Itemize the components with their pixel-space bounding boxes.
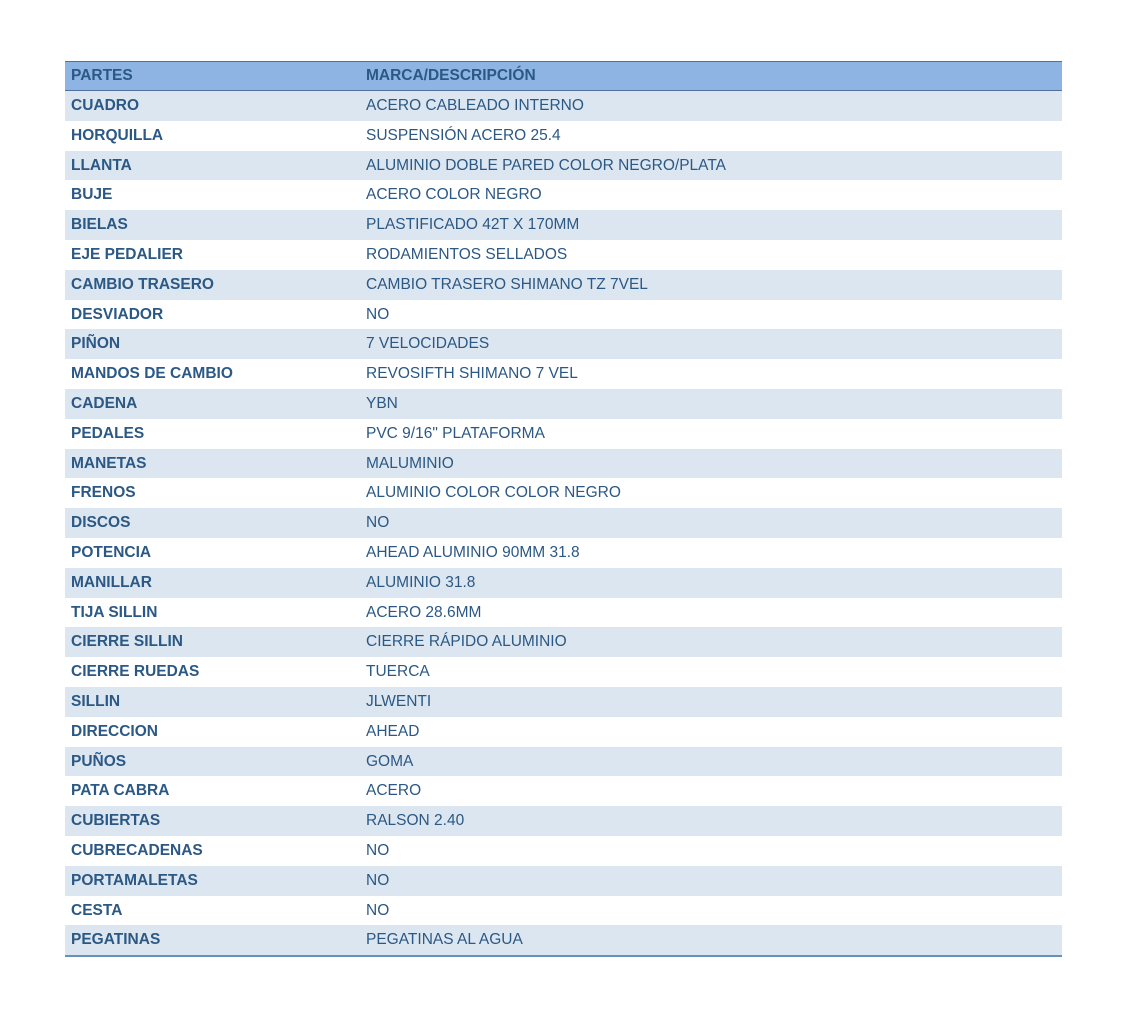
part-description-cell: ACERO (366, 782, 422, 800)
part-name-cell: SILLIN (71, 692, 121, 710)
table-row: BUJE ACERO COLOR NEGRO (65, 180, 1062, 211)
part-name-cell: CUADRO (71, 97, 140, 114)
part-name-cell: POTENCIA (71, 543, 152, 561)
part-description-cell: ALUMINIO 31.8 (366, 573, 476, 591)
table-row: PEDALES PVC 9/16" PLATAFORMA (65, 418, 1062, 449)
part-description-cell: GOMA (366, 752, 414, 770)
part-description-cell: ACERO COLOR NEGRO (366, 186, 542, 204)
part-name-cell: CIERRE RUEDAS (71, 663, 200, 681)
part-name-cell: DISCOS (71, 514, 131, 532)
part-description-cell: SUSPENSIÓN ACERO 25.4 (366, 126, 561, 144)
part-name-cell: FRENOS (71, 484, 136, 502)
table-row: EJE PEDALIER RODAMIENTOS SELLADOS (65, 239, 1062, 270)
part-description-cell: ALUMINIO COLOR COLOR NEGRO (366, 484, 621, 502)
table-row: MANDOS DE CAMBIO REVOSIFTH SHIMANO 7 VEL (65, 359, 1062, 389)
part-description-cell: PEGATINAS AL AGUA (366, 931, 523, 949)
part-name-cell: EJE PEDALIER (71, 245, 183, 263)
table-row: FRENOS ALUMINIO COLOR COLOR NEGRO (65, 478, 1062, 509)
part-name-cell: PUÑOS (71, 752, 127, 770)
table-body: CUADRO ACERO CABLEADO INTERNO HORQUILLA SUS… (65, 91, 1062, 956)
part-name-cell: PORTAMALETAS (71, 871, 198, 889)
part-description-cell: AHEAD ALUMINIO 90MM 31.8 (366, 543, 580, 561)
table-row: CIERRE RUEDAS TUERCA (65, 657, 1062, 687)
table-row: CUBIERTAS RALSON 2.40 (65, 806, 1062, 836)
part-description-cell: 7 VELOCIDADES (366, 335, 490, 353)
table-row: TIJA SILLIN ACERO 28.6MM (65, 597, 1062, 628)
table-row: DISCOS NO (65, 508, 1062, 538)
table-row: CIERRE SILLIN CIERRE RÁPIDO ALUMINIO (65, 627, 1062, 658)
part-name-cell: PIÑON (71, 335, 121, 353)
column-header-partes: PARTES (71, 67, 133, 85)
part-name-cell: MANETAS (71, 454, 147, 472)
part-description-cell: TUERCA (366, 663, 430, 681)
part-name-cell: LLANTA (71, 156, 132, 174)
table-row: BIELAS PLASTIFICADO 42T X 170MM (65, 210, 1062, 240)
part-description-cell: NO (366, 901, 390, 919)
part-name-cell: DESVIADOR (71, 305, 164, 323)
part-description-cell: ALUMINIO DOBLE PARED COLOR NEGRO/PLATA (366, 156, 727, 174)
table-row: CAMBIO TRASERO CAMBIO TRASERO SHIMANO TZ … (65, 269, 1062, 300)
table-row: PIÑON 7 VELOCIDADES (65, 329, 1062, 360)
part-description-cell: CIERRE RÁPIDO ALUMINIO (366, 633, 567, 651)
part-description-cell: RALSON 2.40 (366, 812, 465, 830)
table-row: DESVIADOR NO (65, 299, 1062, 330)
part-description-cell: ACERO 28.6MM (366, 603, 482, 621)
part-description-cell: ACERO CABLEADO INTERNO (366, 97, 584, 114)
table-row: CADENA YBN (65, 388, 1062, 419)
part-description-cell: CAMBIO TRASERO SHIMANO TZ 7VEL (366, 275, 648, 293)
table-row: LLANTA ALUMINIO DOBLE PARED COLOR NEGRO/P… (65, 150, 1062, 181)
part-name-cell: PATA CABRA (71, 782, 170, 800)
part-name-cell: CESTA (71, 901, 123, 919)
part-name-cell: BIELAS (71, 216, 128, 234)
part-description-cell: NO (366, 871, 390, 889)
part-name-cell: TIJA SILLIN (71, 603, 158, 621)
table-row: MANILLAR ALUMINIO 31.8 (65, 567, 1062, 598)
part-description-cell: YBN (366, 394, 398, 412)
part-name-cell: CADENA (71, 394, 138, 412)
bike-parts-spec-table: PARTES MARCA/DESCRIPCIÓN CUADRO ACERO CAB… (65, 61, 1062, 958)
table-row: HORQUILLA SUSPENSIÓN ACERO 25.4 (65, 120, 1062, 151)
part-description-cell: MALUMINIO (366, 454, 454, 472)
part-name-cell: CUBRECADENAS (71, 841, 203, 859)
table-row: CESTA NO (65, 895, 1062, 926)
part-name-cell: BUJE (71, 186, 113, 204)
part-description-cell: RODAMIENTOS SELLADOS (366, 245, 568, 263)
part-name-cell: CUBIERTAS (71, 812, 161, 830)
table-row: MANETAS MALUMINIO (65, 448, 1062, 479)
table-row: PORTAMALETAS NO (65, 865, 1062, 896)
table-row: SILLIN JLWENTI (65, 686, 1062, 717)
part-description-cell: REVOSIFTH SHIMANO 7 VEL (366, 365, 578, 383)
part-name-cell: PEGATINAS (71, 931, 161, 949)
part-description-cell: AHEAD (366, 722, 420, 740)
table-row: PATA CABRA ACERO (65, 776, 1062, 807)
table-row: PEGATINAS PEGATINAS AL AGUA (65, 925, 1062, 956)
column-header-marca-descripcion: MARCA/DESCRIPCIÓN (366, 67, 536, 85)
part-name-cell: CAMBIO TRASERO (71, 275, 214, 293)
part-description-cell: NO (366, 305, 390, 323)
part-description-cell: PLASTIFICADO 42T X 170MM (366, 216, 580, 234)
part-description-cell: PVC 9/16" PLATAFORMA (366, 424, 545, 442)
part-name-cell: PEDALES (71, 424, 145, 442)
part-description-cell: JLWENTI (366, 692, 432, 710)
table-row: CUBRECADENAS NO (65, 835, 1062, 866)
part-name-cell: MANILLAR (71, 573, 152, 591)
part-name-cell: DIRECCION (71, 722, 158, 740)
table-row: DIRECCION AHEAD (65, 716, 1062, 747)
part-description-cell: NO (366, 841, 390, 859)
part-name-cell: HORQUILLA (71, 126, 164, 144)
table-row: CUADRO ACERO CABLEADO INTERNO (65, 91, 1062, 121)
table-row: POTENCIA AHEAD ALUMINIO 90MM 31.8 (65, 537, 1062, 568)
table-header-row: PARTES MARCA/DESCRIPCIÓN (65, 61, 1062, 91)
table-row: PUÑOS GOMA (65, 746, 1062, 777)
part-name-cell: MANDOS DE CAMBIO (71, 365, 233, 383)
part-description-cell: NO (366, 514, 390, 532)
part-name-cell: CIERRE SILLIN (71, 633, 183, 651)
